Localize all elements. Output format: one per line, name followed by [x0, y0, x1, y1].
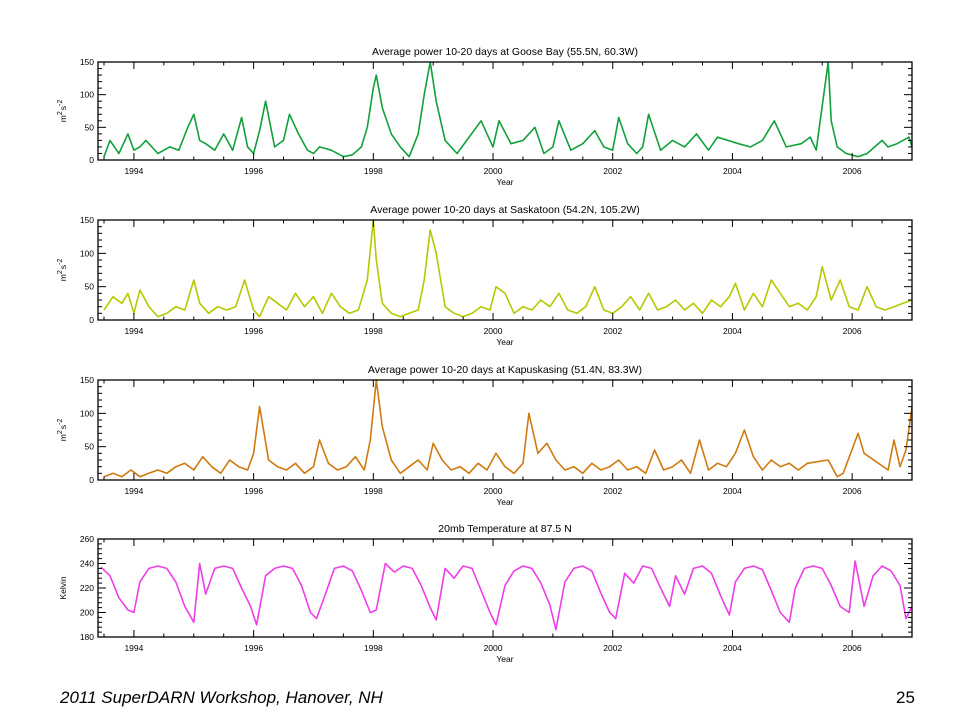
x-tick-label: 2000 [484, 166, 503, 176]
y-tick-label: 150 [80, 215, 94, 225]
y-axis-label: m2s-2 [57, 419, 68, 442]
y-tick-label: 180 [80, 632, 94, 642]
x-tick-label: 1996 [244, 643, 263, 653]
y-tick-label: 50 [85, 442, 95, 452]
x-axis-label: Year [496, 654, 513, 664]
x-tick-label: 2006 [843, 486, 862, 496]
series-line [103, 219, 913, 318]
y-axis-label: m2s-2 [57, 100, 68, 123]
y-axis-label: Kelvin [58, 576, 68, 599]
x-axis-label: Year [496, 497, 513, 507]
series-line [100, 560, 913, 631]
x-tick-label: 2002 [603, 326, 622, 336]
x-tick-label: 2004 [723, 166, 742, 176]
x-tick-label: 2006 [843, 643, 862, 653]
x-tick-label: 1994 [124, 643, 143, 653]
x-tick-label: 2000 [484, 643, 503, 653]
y-tick-label: 220 [80, 583, 94, 593]
x-tick-label: 2002 [603, 486, 622, 496]
x-tick-label: 1994 [124, 166, 143, 176]
x-tick-label: 2004 [723, 643, 742, 653]
chart-title: Average power 10-20 days at Saskatoon (5… [370, 204, 639, 216]
x-axis-label: Year [496, 177, 513, 187]
x-tick-label: 1998 [364, 643, 383, 653]
chart-2: Average power 10-20 days at Saskatoon (5… [57, 204, 913, 347]
x-tick-label: 1998 [364, 326, 383, 336]
y-tick-label: 240 [80, 559, 94, 569]
y-tick-label: 150 [80, 375, 94, 385]
y-tick-label: 100 [80, 408, 94, 418]
plot-frame [97, 219, 913, 321]
chart-1: Average power 10-20 days at Goose Bay (5… [57, 46, 913, 187]
x-tick-label: 2006 [843, 166, 862, 176]
x-tick-label: 1996 [244, 326, 263, 336]
series-line [103, 379, 913, 478]
x-tick-label: 1994 [124, 486, 143, 496]
x-tick-label: 1996 [244, 486, 263, 496]
chart-4: 20mb Temperature at 87.5 N 1994 1996 1998 20… [58, 523, 913, 664]
x-tick-label: 1998 [364, 166, 383, 176]
y-tick-label: 150 [80, 57, 94, 67]
footer-text: 2011 SuperDARN Workshop, Hanover, NH [60, 688, 383, 707]
plot-frame [97, 379, 913, 481]
series-line [103, 61, 913, 158]
y-tick-label: 260 [80, 534, 94, 544]
y-axis-label: m2s-2 [57, 259, 68, 282]
y-tick-label: 100 [80, 248, 94, 258]
x-tick-label: 2004 [723, 326, 742, 336]
y-tick-label: 0 [89, 315, 94, 325]
chart-3: Average power 10-20 days at Kapuskasing … [57, 364, 913, 507]
chart-title: Average power 10-20 days at Kapuskasing … [368, 364, 642, 376]
x-tick-label: 1998 [364, 486, 383, 496]
x-tick-label: 2000 [484, 486, 503, 496]
x-tick-label: 1996 [244, 166, 263, 176]
chart-title: Average power 10-20 days at Goose Bay (5… [372, 46, 638, 58]
y-tick-label: 100 [80, 90, 94, 100]
x-tick-label: 2002 [603, 643, 622, 653]
y-tick-label: 200 [80, 608, 94, 618]
y-tick-label: 0 [89, 155, 94, 165]
y-tick-label: 50 [85, 282, 95, 292]
plot-frame [97, 61, 913, 161]
x-tick-label: 2002 [603, 166, 622, 176]
chart-title: 20mb Temperature at 87.5 N [438, 523, 571, 535]
x-axis-label: Year [496, 337, 513, 347]
y-tick-label: 50 [85, 122, 95, 132]
x-tick-label: 2000 [484, 326, 503, 336]
x-tick-label: 1994 [124, 326, 143, 336]
x-tick-label: 2006 [843, 326, 862, 336]
page-number: 25 [896, 688, 915, 707]
x-tick-label: 2004 [723, 486, 742, 496]
y-tick-label: 0 [89, 475, 94, 485]
